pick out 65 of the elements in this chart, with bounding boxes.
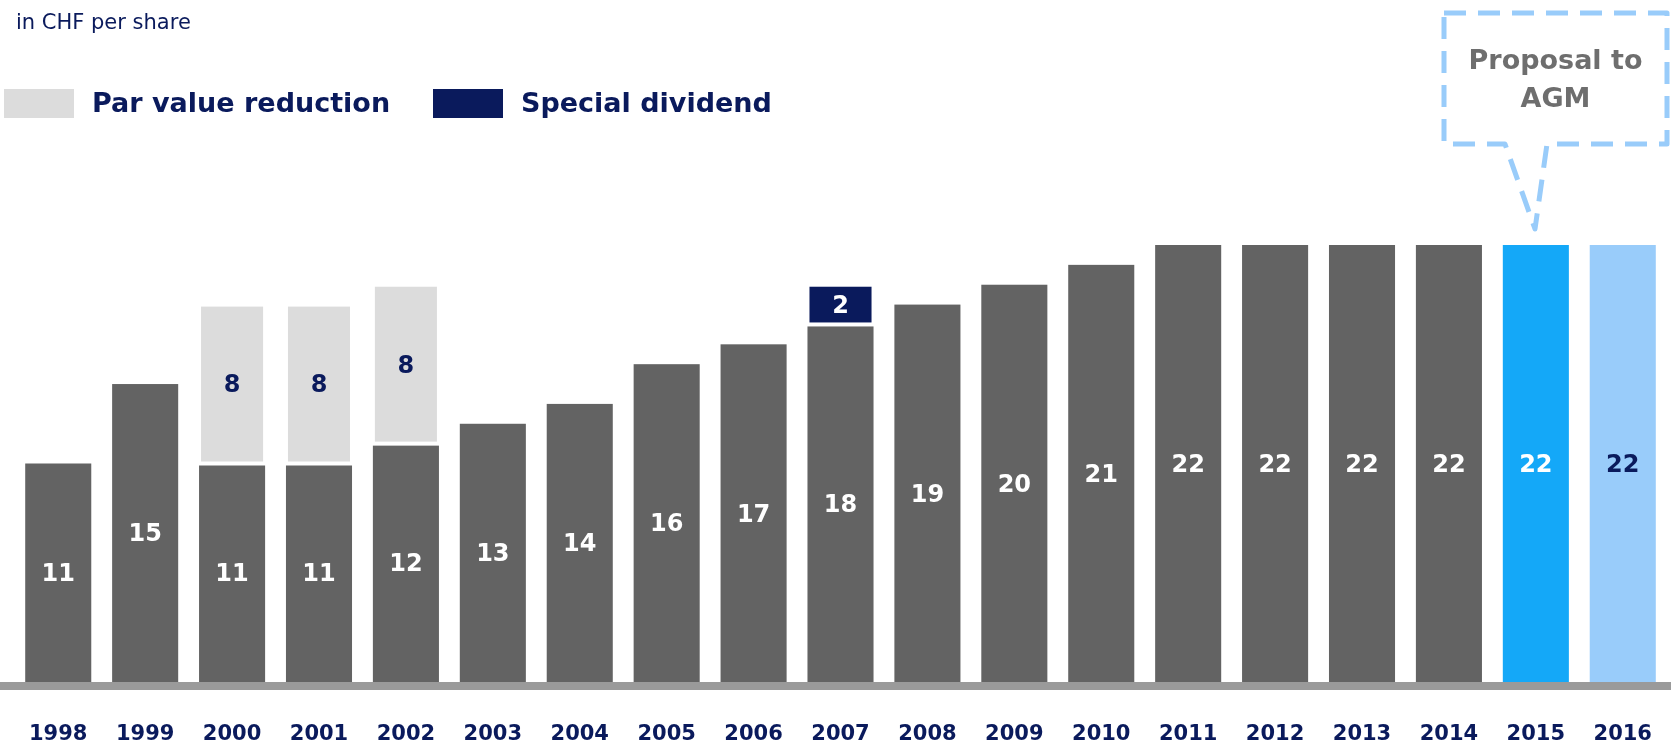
data-label: 21: [1084, 459, 1118, 488]
chart-subtitle: in CHF per share: [16, 10, 191, 35]
x-tick-label: 1998: [29, 721, 88, 746]
x-tick-label: 2014: [1419, 721, 1479, 746]
data-label: 16: [649, 509, 684, 538]
x-tick-label: 2008: [898, 721, 957, 746]
data-label: 11: [302, 559, 336, 588]
data-label: 15: [128, 519, 162, 548]
x-tick-label: 2012: [1245, 721, 1305, 746]
bar: [459, 423, 526, 682]
data-label: 8: [223, 370, 241, 399]
data-label: 13: [476, 539, 510, 568]
bar: [372, 443, 439, 682]
legend-label: Special dividend: [521, 87, 772, 119]
data-label: 11: [215, 559, 249, 588]
bar: [981, 284, 1048, 682]
text: Proposal to AGM: [1468, 44, 1643, 114]
bar: [1328, 245, 1396, 682]
x-tick-label: 2005: [637, 721, 696, 746]
bar: [546, 403, 613, 682]
data-label: 11: [41, 559, 75, 588]
data-label: 14: [563, 529, 597, 558]
data-label: 22: [1171, 449, 1205, 478]
data-label: 17: [736, 499, 771, 528]
data-label: 18: [823, 489, 858, 518]
x-tick-label: 1999: [115, 721, 175, 746]
x-tick-label: 2011: [1158, 721, 1218, 746]
bar: [285, 463, 353, 682]
x-tick-label: 2016: [1593, 721, 1652, 746]
bar: [112, 384, 179, 682]
x-tick-label: 2013: [1332, 721, 1392, 746]
x-tick-label: 2009: [985, 721, 1044, 746]
x-tick-label: 2006: [724, 721, 783, 746]
bar: [199, 463, 266, 682]
data-label: 2: [832, 290, 849, 319]
data-label: 8: [397, 350, 415, 379]
x-tick-label: 2010: [1072, 721, 1131, 746]
bar: [1068, 264, 1135, 682]
bar: [807, 324, 874, 682]
bar: [1242, 245, 1309, 682]
x-tick-label: 2004: [550, 721, 609, 746]
legend-label: Par value reduction: [92, 87, 391, 119]
data-label: 22: [1432, 449, 1466, 478]
bar: [894, 304, 961, 682]
data-label: 8: [310, 370, 328, 399]
x-tick-label: 2002: [376, 721, 436, 746]
data-label: 12: [389, 549, 423, 578]
data-label: 22: [1258, 449, 1292, 478]
data-label: 19: [910, 479, 945, 508]
data-label: 22: [1519, 449, 1553, 478]
x-tick-label: 2003: [463, 721, 523, 746]
data-label: 20: [997, 469, 1032, 498]
x-tick-label: 2015: [1506, 721, 1566, 746]
data-label: 22: [1606, 449, 1640, 478]
data-label: 22: [1345, 449, 1379, 478]
bar: [1155, 245, 1222, 682]
bar: [720, 344, 787, 682]
bar: [1589, 245, 1656, 682]
x-tick-label: 2000: [202, 721, 262, 746]
bar: [633, 364, 700, 682]
x-tick-label: 2007: [811, 721, 870, 746]
x-tick-label: 2001: [289, 721, 349, 746]
bar: [25, 463, 92, 682]
bar: [1502, 245, 1569, 682]
bar: [1415, 245, 1482, 682]
